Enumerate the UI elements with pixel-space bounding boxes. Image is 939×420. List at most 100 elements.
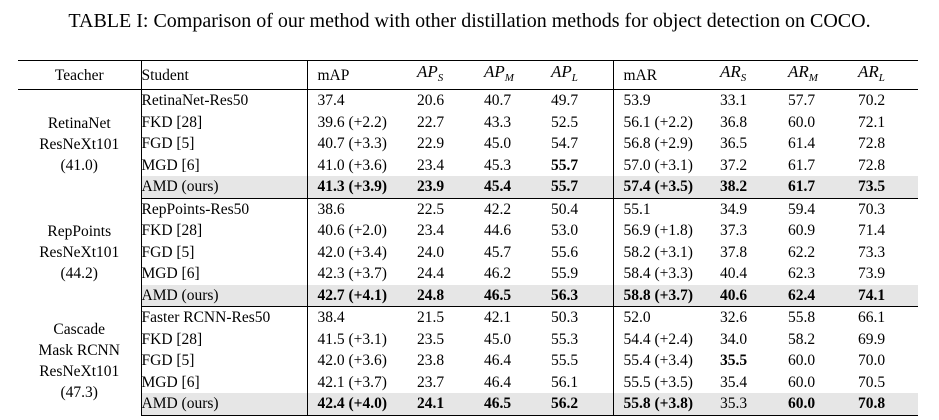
map-cell: 39.6 (+2.2) [317,113,387,131]
map-cell: 40.7 (+3.3) [317,135,387,153]
table-row: FKD [28] 40.6 (+2.0) 23.4 44.6 53.0 56.9 (+1.… [18,220,918,242]
mar-cell: 58.8 (+3.7) [612,284,720,308]
aps-cell: 24.4 [417,265,445,283]
arm-cell: 62.3 [788,265,816,283]
arl-cell: 72.1 [858,113,886,131]
mar-cell: 55.1 [612,198,720,221]
mar-cell: 58.4 (+3.3) [612,263,720,285]
map-cell: 37.4 [317,92,345,110]
map-cell: 38.6 [317,200,345,218]
teacher-line: Mask RCNN [38,341,120,359]
map-cell: 41.3 (+3.9) [307,176,417,199]
arm-cell: 60.0 [788,373,816,391]
table-row: RetinaNet ResNeXt101 (41.0) RetinaNet-Res50… [18,89,918,199]
arl-cell: 73.9 [858,265,886,283]
aps-cell: 22.5 [417,200,445,218]
mar-cell: 53.9 [612,89,720,112]
teacher-line: RetinaNet [47,114,111,132]
student-cell: FGD [5] [141,133,308,155]
apm-cell: 45.4 [479,176,546,199]
header-arl: ARL [858,59,918,91]
apl-cell: 56.3 [546,284,613,308]
student-cell: RepPoints-Res50 [141,198,308,221]
arm-cell: 61.4 [788,135,816,153]
aps-cell: 23.5 [417,330,445,348]
table-row: FGD [5] 42.0 (+3.6) 23.8 46.4 55.5 55.4 (+3.4… [18,350,918,372]
ars-cell: 36.8 [720,113,748,131]
teacher-cell: Cascade Mask RCNN ResNeXt101 (47.3) [18,306,142,416]
apl-cell: 56.2 [546,393,613,416]
table-body: RetinaNet ResNeXt101 (41.0) RetinaNet-Res50… [18,89,918,416]
student-cell: MGD [6] [141,263,308,285]
ars-cell: 33.1 [720,92,748,110]
apm-cell: 45.7 [484,243,512,261]
mar-cell: 56.9 (+1.8) [612,220,720,242]
ars-cell: 32.6 [720,309,748,327]
student-cell: RetinaNet-Res50 [141,89,308,112]
aps-cell: 20.6 [417,92,445,110]
ars-cell: 35.5 [720,352,748,370]
teacher-line: (41.0) [60,156,98,174]
arl-cell: 72.8 [858,135,886,153]
table-row: FKD [28] 41.5 (+3.1) 23.5 45.0 55.3 54.4 (+2.… [18,328,918,351]
mar-cell: 57.0 (+3.1) [612,154,720,177]
apl-cell: 53.0 [551,222,579,240]
arm-cell: 61.7 [788,176,858,199]
apm-cell: 45.0 [484,135,512,153]
table-row: MGD [6] 41.0 (+3.6) 23.4 45.3 55.7 57.0 (+3.1… [18,154,918,177]
apl-cell: 52.5 [551,113,579,131]
apm-cell: 42.1 [484,309,512,327]
student-cell: AMD (ours) [141,284,308,308]
map-cell: 42.0 (+3.4) [317,243,387,261]
apm-cell: 43.3 [484,113,512,131]
aps-cell: 23.4 [417,156,445,174]
student-cell: MGD [6] [141,371,308,394]
apm-cell: 45.3 [484,156,512,174]
map-cell: 42.4 (+4.0) [307,393,417,416]
map-cell: 40.6 (+2.0) [317,222,387,240]
mar-cell: 52.0 [612,306,720,329]
table-row: RepPoints ResNeXt101 (44.2) RepPoints-Res50… [18,198,918,307]
teacher-line: (47.3) [60,383,98,401]
ars-cell: 34.9 [720,200,748,218]
header-map: mAP [307,59,417,91]
apl-cell: 49.7 [551,92,579,110]
table-row: AMD (ours) 41.3 (+3.9) 23.9 45.4 55.7 57.4 (+… [18,176,918,199]
mar-cell: 54.4 (+2.4) [612,328,720,351]
mar-cell: 55.4 (+3.4) [612,350,720,372]
mar-cell: 56.1 (+2.2) [612,111,720,134]
header-teacher: Teacher [18,59,142,91]
arl-cell: 72.8 [858,156,886,174]
student-cell: FKD [28] [141,328,308,351]
apm-cell: 42.2 [484,200,512,218]
table-row: FGD [5] 42.0 (+3.4) 24.0 45.7 55.6 58.2 (+3.1… [18,241,918,264]
aps-cell: 22.7 [417,113,445,131]
teacher-line: Cascade [53,320,106,338]
apl-cell: 55.6 [551,243,579,261]
arm-cell: 60.9 [788,222,816,240]
apl-cell: 56.1 [551,373,579,391]
teacher-line: ResNeXt101 [39,362,120,380]
apl-cell: 55.3 [551,330,579,348]
arl-cell: 73.3 [858,243,886,261]
ars-cell: 37.2 [720,156,748,174]
apm-cell: 45.0 [484,330,512,348]
student-cell: FKD [28] [141,220,308,242]
apm-cell: 44.6 [484,222,512,240]
student-cell: FGD [5] [141,241,308,264]
header-apm: APM [479,59,546,91]
aps-cell: 24.0 [417,243,445,261]
aps-cell: 24.1 [417,393,479,416]
table-row: AMD (ours) 42.7 (+4.1) 24.8 46.5 56.3 58.8 (+… [18,284,918,308]
map-cell: 41.5 (+3.1) [317,330,387,348]
arm-cell: 59.4 [788,200,816,218]
table-row: Cascade Mask RCNN ResNeXt101 (47.3) Faster R… [18,306,918,416]
aps-cell: 22.9 [417,135,445,153]
map-cell: 42.3 (+3.7) [317,265,387,283]
map-cell: 41.0 (+3.6) [317,156,387,174]
arm-cell: 60.0 [788,352,816,370]
table-row: FGD [5] 40.7 (+3.3) 22.9 45.0 54.7 56.8 (+2.9… [18,133,918,155]
table-row: MGD [6] 42.3 (+3.7) 24.4 46.2 55.9 58.4 (+3.3… [18,263,918,285]
aps-cell: 24.8 [417,284,479,308]
arl-cell: 69.9 [858,330,886,348]
